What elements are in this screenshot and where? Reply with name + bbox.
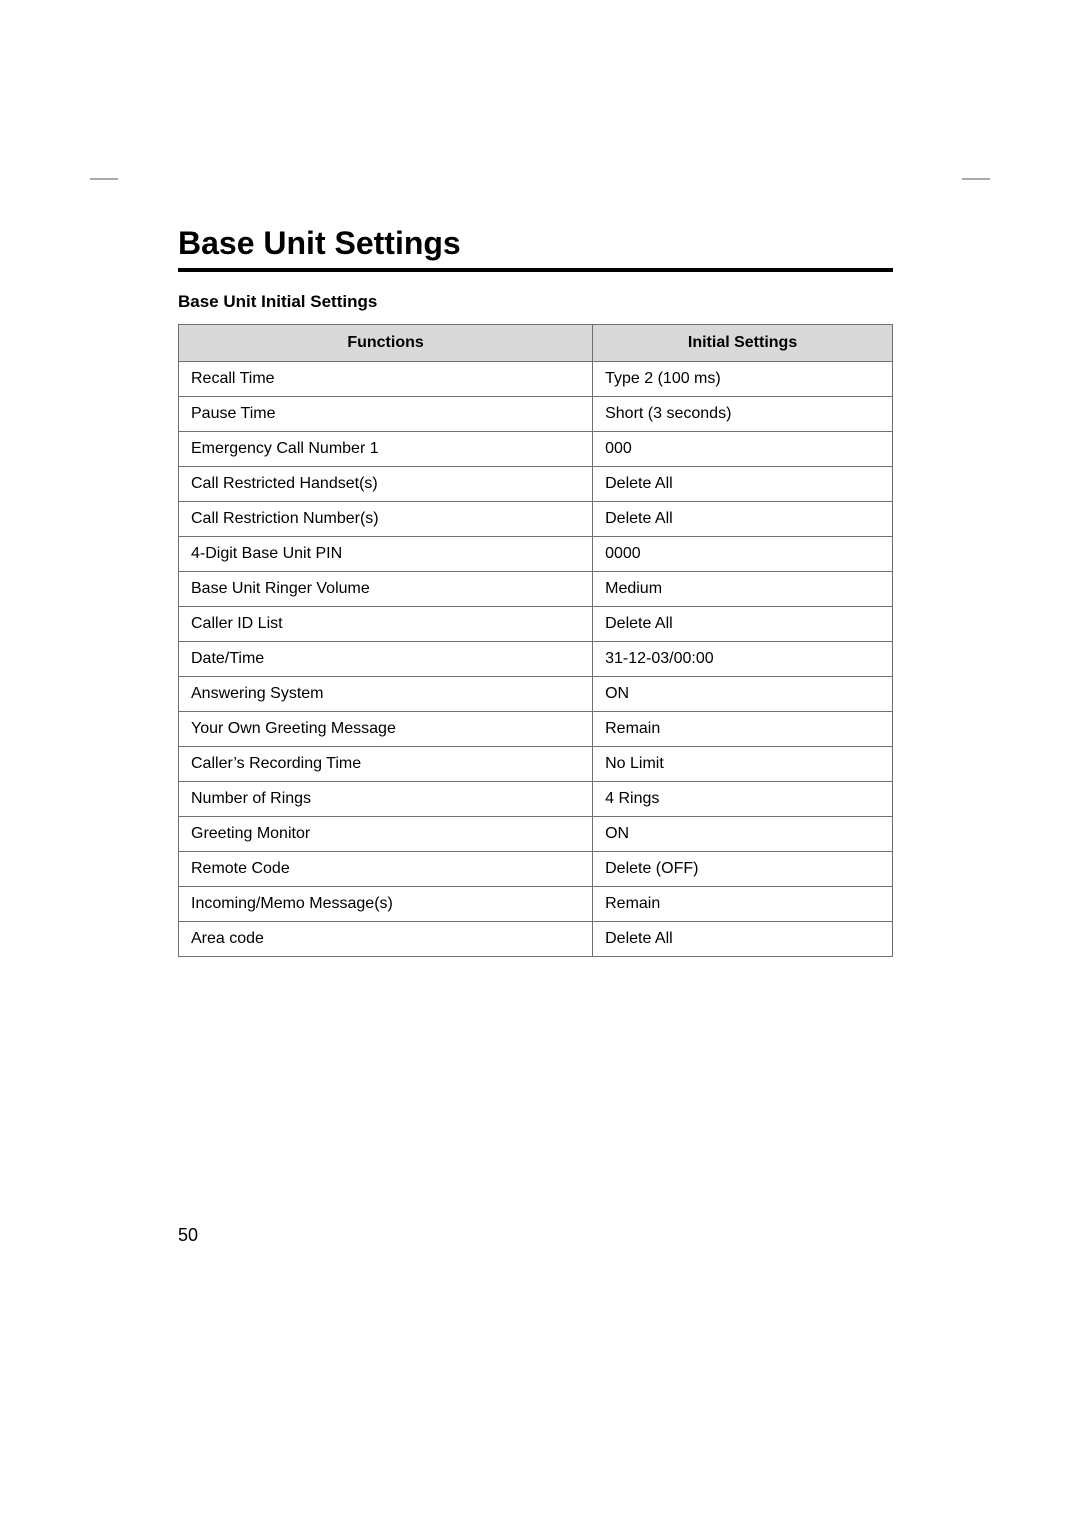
cell-function: Date/Time: [179, 642, 593, 677]
cell-function: Area code: [179, 922, 593, 957]
table-row: Number of Rings 4 Rings: [179, 782, 893, 817]
cell-value: Delete (OFF): [593, 852, 893, 887]
table-row: Caller’s Recording Time No Limit: [179, 747, 893, 782]
table-row: Base Unit Ringer Volume Medium: [179, 572, 893, 607]
cell-value: 000: [593, 432, 893, 467]
cell-function: Pause Time: [179, 397, 593, 432]
table-row: Incoming/Memo Message(s) Remain: [179, 887, 893, 922]
cell-function: Caller ID List: [179, 607, 593, 642]
cell-function: Base Unit Ringer Volume: [179, 572, 593, 607]
cell-value: Type 2 (100 ms): [593, 362, 893, 397]
page-number: 50: [178, 1225, 198, 1246]
cell-function: Greeting Monitor: [179, 817, 593, 852]
cell-value: 4 Rings: [593, 782, 893, 817]
table-row: Pause Time Short (3 seconds): [179, 397, 893, 432]
cell-function: Call Restriction Number(s): [179, 502, 593, 537]
table-row: Remote Code Delete (OFF): [179, 852, 893, 887]
cell-function: Incoming/Memo Message(s): [179, 887, 593, 922]
page-content: Base Unit Settings Base Unit Initial Set…: [178, 225, 893, 957]
section-subtitle: Base Unit Initial Settings: [178, 292, 893, 312]
cell-value: 31-12-03/00:00: [593, 642, 893, 677]
cell-function: Remote Code: [179, 852, 593, 887]
cell-value: 0000: [593, 537, 893, 572]
cell-value: Delete All: [593, 607, 893, 642]
table-row: 4-Digit Base Unit PIN 0000: [179, 537, 893, 572]
cell-value: Delete All: [593, 922, 893, 957]
cell-value: Remain: [593, 712, 893, 747]
page-title: Base Unit Settings: [178, 225, 893, 272]
table-row: Call Restriction Number(s) Delete All: [179, 502, 893, 537]
cell-function: Caller’s Recording Time: [179, 747, 593, 782]
cell-function: Number of Rings: [179, 782, 593, 817]
table-row: Your Own Greeting Message Remain: [179, 712, 893, 747]
column-header-initial-settings: Initial Settings: [593, 325, 893, 362]
table-row: Date/Time 31-12-03/00:00: [179, 642, 893, 677]
cell-function: 4-Digit Base Unit PIN: [179, 537, 593, 572]
cell-function: Call Restricted Handset(s): [179, 467, 593, 502]
cell-value: Delete All: [593, 467, 893, 502]
table-row: Call Restricted Handset(s) Delete All: [179, 467, 893, 502]
table-row: Emergency Call Number 1 000: [179, 432, 893, 467]
cell-function: Your Own Greeting Message: [179, 712, 593, 747]
cell-value: ON: [593, 817, 893, 852]
cell-value: Remain: [593, 887, 893, 922]
cell-value: Medium: [593, 572, 893, 607]
table-row: Greeting Monitor ON: [179, 817, 893, 852]
cell-value: Delete All: [593, 502, 893, 537]
table-row: Caller ID List Delete All: [179, 607, 893, 642]
table-header-row: Functions Initial Settings: [179, 325, 893, 362]
cell-value: ON: [593, 677, 893, 712]
table-row: Answering System ON: [179, 677, 893, 712]
table-row: Recall Time Type 2 (100 ms): [179, 362, 893, 397]
table-row: Area code Delete All: [179, 922, 893, 957]
cell-function: Answering System: [179, 677, 593, 712]
crop-mark-top-right: [962, 178, 990, 180]
cell-value: Short (3 seconds): [593, 397, 893, 432]
cell-function: Emergency Call Number 1: [179, 432, 593, 467]
crop-mark-top-left: [90, 178, 118, 180]
cell-value: No Limit: [593, 747, 893, 782]
cell-function: Recall Time: [179, 362, 593, 397]
settings-table: Functions Initial Settings Recall Time T…: [178, 324, 893, 957]
column-header-functions: Functions: [179, 325, 593, 362]
